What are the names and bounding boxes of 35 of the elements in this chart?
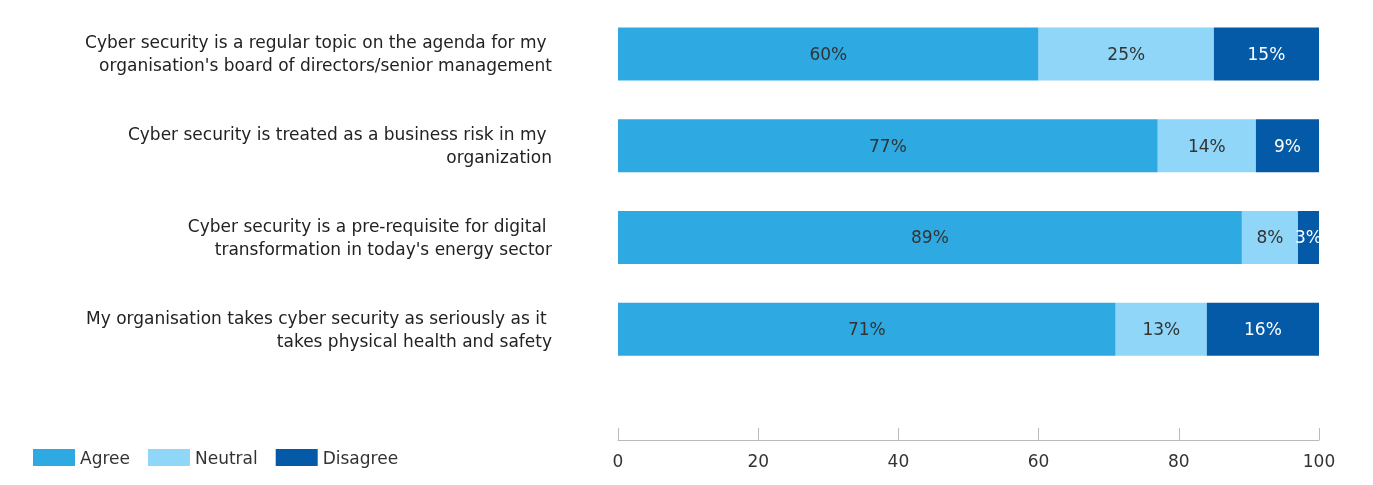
data-label: 8% xyxy=(1256,227,1284,248)
y-tick-label: My organisation takes cyber security as seriously as it takes physical health and safety xyxy=(86,307,552,351)
bar xyxy=(1157,119,1256,173)
legend-label: Agree xyxy=(80,447,130,468)
y-tick-label: Cyber security is treated as a business risk in my organization xyxy=(127,124,552,168)
x-tick-label: 0 xyxy=(612,450,624,471)
legend-label: Disagree xyxy=(322,447,399,468)
data-label: 16% xyxy=(1244,319,1282,340)
bar xyxy=(618,119,1158,173)
bar xyxy=(618,27,1039,81)
x-tick-label: 80 xyxy=(1167,450,1190,471)
data-label: 25% xyxy=(1107,43,1146,64)
data-label: 13% xyxy=(1142,319,1181,340)
data-label: 89% xyxy=(911,227,949,248)
x-tick-label: 40 xyxy=(887,450,910,471)
bar xyxy=(1213,27,1319,81)
bar xyxy=(1255,119,1319,173)
y-tick-label: Cyber security is a pre-requisite for digital transformation in today's energy sector xyxy=(187,215,552,259)
data-label: 71% xyxy=(847,319,886,340)
data-label: 9% xyxy=(1273,135,1301,156)
bar xyxy=(1206,302,1319,356)
bar xyxy=(1038,27,1214,81)
data-label: 14% xyxy=(1187,135,1226,156)
data-label: 15% xyxy=(1247,43,1286,64)
x-tick-label: 100 xyxy=(1302,450,1336,471)
bar xyxy=(1241,210,1298,264)
bar xyxy=(1115,302,1207,356)
x-tick-label: 60 xyxy=(1027,450,1050,471)
y-tick-label: Cyber security is a regular topic on the agenda for my organisation's board of directors/senior management xyxy=(85,32,553,76)
bar xyxy=(618,302,1116,356)
data-label: 77% xyxy=(868,135,907,156)
x-tick-label: 20 xyxy=(747,450,770,471)
bar xyxy=(618,210,1242,264)
data-label: 60% xyxy=(809,43,848,64)
legend-label: Neutral xyxy=(194,447,258,468)
